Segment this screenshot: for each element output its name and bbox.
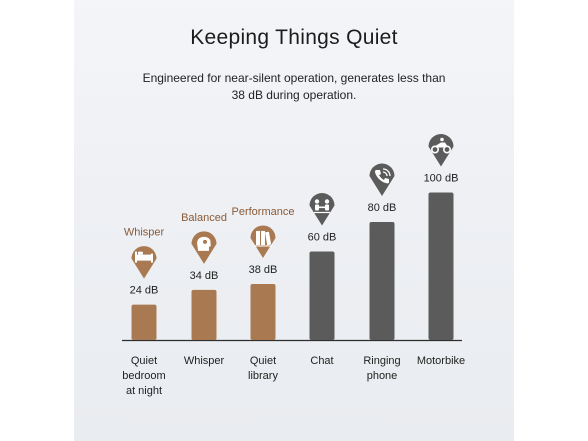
bar — [131, 304, 157, 340]
category-label: phone — [367, 370, 398, 382]
chart-subtitle: Engineered for near-silent operation, ge… — [142, 71, 446, 102]
bar — [191, 289, 217, 340]
category-label: Ringing — [363, 355, 400, 367]
bar-value-label: 80 dB — [368, 202, 397, 214]
bar — [369, 222, 395, 340]
pin-shape — [131, 246, 157, 279]
map-pin — [369, 163, 395, 196]
bed-icon — [135, 251, 153, 263]
bar-value-label: 60 dB — [308, 232, 337, 244]
ringing-phone-icon — [375, 168, 391, 184]
category-label: bedroom — [122, 370, 165, 382]
map-pin — [309, 193, 335, 226]
bar — [428, 192, 454, 340]
chart-title: Keeping Things Quiet — [190, 26, 398, 49]
bar — [250, 283, 276, 340]
category-label: library — [248, 370, 278, 382]
person-head-icon — [197, 236, 211, 251]
map-pin — [250, 225, 276, 258]
mode-label: Performance — [232, 206, 295, 218]
map-pin — [428, 133, 454, 167]
books-icon — [254, 230, 272, 247]
motorbike-icon — [431, 137, 452, 154]
pin-shape — [309, 193, 335, 226]
bar-value-label: 38 dB — [249, 264, 278, 276]
pin-shape — [428, 133, 454, 167]
bar-value-label: 24 dB — [130, 285, 159, 297]
bar-value-label: 34 dB — [190, 270, 219, 282]
category-label: Quiet — [250, 355, 276, 367]
people-chatting-icon — [314, 199, 330, 214]
map-pin — [131, 246, 157, 279]
category-label: Quiet — [131, 355, 157, 367]
category-label: at night — [126, 385, 162, 397]
category-label: Chat — [310, 355, 333, 367]
mode-label: Balanced — [181, 212, 227, 224]
map-pin — [191, 231, 217, 264]
bar-value-label: 100 dB — [424, 173, 459, 185]
category-label: Motorbike — [417, 355, 465, 367]
mode-label: Whisper — [124, 227, 165, 239]
category-label: Whisper — [184, 355, 225, 367]
bar — [309, 251, 335, 340]
